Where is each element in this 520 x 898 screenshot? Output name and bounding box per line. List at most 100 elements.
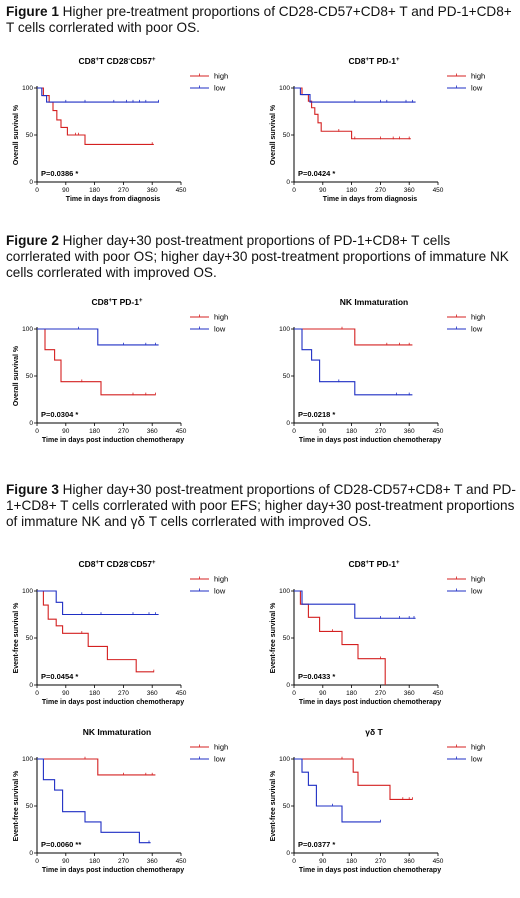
x-tick-label: 0 xyxy=(292,858,296,865)
x-axis-label: Time in days from diagnosis xyxy=(66,196,161,203)
km-plot-fig3-nk: NK Immaturation 0 50 100 0 90 180 270 360 450 Time… xyxy=(5,723,245,883)
x-tick-label: 90 xyxy=(62,187,70,194)
x-axis-label: Time in days post induction chemotherapy xyxy=(42,437,184,444)
x-tick-label: 90 xyxy=(62,428,70,435)
x-tick-label: 0 xyxy=(35,690,39,697)
y-tick-label: 50 xyxy=(26,373,34,380)
figure-3-text: Higher day+30 post-treatment proportions… xyxy=(6,482,516,529)
y-axis-label: Event-free survival % xyxy=(270,770,277,842)
y-tick-label: 0 xyxy=(29,420,33,427)
figure-2-label: Figure 2 xyxy=(6,233,59,248)
p-value-label: P=0.0218 * xyxy=(298,410,335,419)
x-axis-label: Time in days post induction chemotherapy xyxy=(42,867,184,874)
x-tick-label: 90 xyxy=(62,690,70,697)
plot-title: NK Immaturation xyxy=(83,727,151,737)
x-tick-label: 360 xyxy=(147,428,158,435)
y-axis-label: Event-free survival % xyxy=(13,770,20,842)
x-tick-label: 270 xyxy=(375,187,386,194)
km-curve-high xyxy=(37,590,154,673)
plot-title: CD8+T CD28-CD57+ xyxy=(78,559,156,569)
x-tick-label: 0 xyxy=(35,858,39,865)
km-plot-fig2-nk: NK Immaturation 0 50 100 0 90 180 270 360 450 Time… xyxy=(262,293,502,453)
y-tick-label: 100 xyxy=(279,756,290,763)
km-curve-low xyxy=(294,590,416,619)
km-curve-low xyxy=(37,758,151,844)
x-tick-label: 180 xyxy=(346,428,357,435)
x-tick-label: 180 xyxy=(346,690,357,697)
legend-label-low: low xyxy=(214,587,226,596)
figure-3-label: Figure 3 xyxy=(6,482,59,497)
legend-label-high: high xyxy=(214,72,228,81)
legend-label-low: low xyxy=(214,755,226,764)
km-plot-fig3-gd: γδ T 0 50 100 0 90 180 270 360 450 Time in days po… xyxy=(262,723,502,883)
x-tick-label: 450 xyxy=(433,187,444,194)
legend-label-low: low xyxy=(471,755,483,764)
x-tick-label: 270 xyxy=(375,428,386,435)
y-tick-label: 100 xyxy=(22,85,33,92)
y-tick-label: 100 xyxy=(22,588,33,595)
km-curve-low xyxy=(37,87,159,103)
p-value-label: P=0.0433 * xyxy=(298,672,335,681)
km-curve-low xyxy=(294,758,381,823)
x-tick-label: 360 xyxy=(404,690,415,697)
x-axis-label: Time in days post induction chemotherapy xyxy=(299,699,441,706)
y-tick-label: 0 xyxy=(29,179,33,186)
y-axis-label: Overall survival % xyxy=(270,104,277,165)
km-plot-fig2-pd1: CD8+T PD-1+ 0 50 100 0 90 180 270 360 450 Time in … xyxy=(5,293,245,453)
x-tick-label: 360 xyxy=(147,858,158,865)
x-tick-label: 180 xyxy=(346,858,357,865)
figure-3-caption: Figure 3 Higher day+30 post-treatment pr… xyxy=(6,482,516,530)
km-plot-fig3-cd28: CD8+T CD28-CD57+ 0 50 100 0 90 180 270 360 450 Tim… xyxy=(5,555,245,715)
plot-title: CD8+T PD-1+ xyxy=(349,56,400,66)
y-axis-label: Overall survival % xyxy=(13,104,20,165)
x-tick-label: 90 xyxy=(319,858,327,865)
p-value-label: P=0.0424 * xyxy=(298,169,335,178)
y-axis-label: Event-free survival % xyxy=(13,602,20,674)
km-svg: CD8+T PD-1+ 0 50 100 0 90 180 270 360 450 Time in … xyxy=(270,559,485,706)
plot-title: NK Immaturation xyxy=(340,297,408,307)
km-curve-high xyxy=(37,87,154,145)
km-svg: CD8+T PD-1+ 0 50 100 0 90 180 270 360 450 Time in … xyxy=(13,297,228,444)
plot-title: CD8+T CD28-CD57+ xyxy=(78,56,156,66)
y-tick-label: 0 xyxy=(286,682,290,689)
km-svg: CD8+T CD28-CD57+ 0 50 100 0 90 180 270 360 450 Tim… xyxy=(13,56,228,203)
x-tick-label: 270 xyxy=(375,858,386,865)
km-curve-high xyxy=(37,328,156,396)
y-tick-label: 50 xyxy=(26,803,34,810)
y-tick-label: 100 xyxy=(279,326,290,333)
km-curve-low xyxy=(37,590,159,616)
legend-label-high: high xyxy=(471,72,485,81)
plot-title: CD8+T PD-1+ xyxy=(349,559,400,569)
x-tick-label: 0 xyxy=(292,690,296,697)
km-curve-high xyxy=(294,758,413,800)
p-value-label: P=0.0304 * xyxy=(41,410,78,419)
x-tick-label: 180 xyxy=(346,187,357,194)
km-curve-low xyxy=(294,328,413,396)
figure-1-label: Figure 1 xyxy=(6,4,59,19)
x-tick-label: 360 xyxy=(404,858,415,865)
x-tick-label: 450 xyxy=(433,858,444,865)
y-axis-label: Event-free survival % xyxy=(270,602,277,674)
legend-label-high: high xyxy=(471,575,485,584)
legend-label-low: low xyxy=(214,325,226,334)
x-tick-label: 90 xyxy=(319,187,327,194)
km-curve-high xyxy=(294,328,413,346)
km-svg: NK Immaturation 0 50 100 0 90 180 270 360 450 Time… xyxy=(279,297,485,444)
y-tick-label: 50 xyxy=(283,132,291,139)
x-axis-label: Time in days post induction chemotherapy xyxy=(299,867,441,874)
x-tick-label: 450 xyxy=(433,690,444,697)
km-curve-low xyxy=(294,87,416,103)
km-curve-low xyxy=(37,328,159,346)
x-tick-label: 90 xyxy=(62,858,70,865)
x-tick-label: 360 xyxy=(147,690,158,697)
km-svg: NK Immaturation 0 50 100 0 90 180 270 360 450 Time… xyxy=(13,727,228,874)
x-tick-label: 450 xyxy=(176,187,187,194)
y-tick-label: 0 xyxy=(29,682,33,689)
km-plot-fig1-cd28: CD8+T CD28-CD57+ 0 50 100 0 90 180 270 360 450 Tim… xyxy=(5,52,245,212)
y-tick-label: 100 xyxy=(22,756,33,763)
x-tick-label: 90 xyxy=(319,690,327,697)
x-tick-label: 450 xyxy=(176,690,187,697)
x-tick-label: 270 xyxy=(118,187,129,194)
x-tick-label: 180 xyxy=(89,187,100,194)
figure-1-text: Higher pre-treatment proportions of CD28… xyxy=(6,4,512,35)
